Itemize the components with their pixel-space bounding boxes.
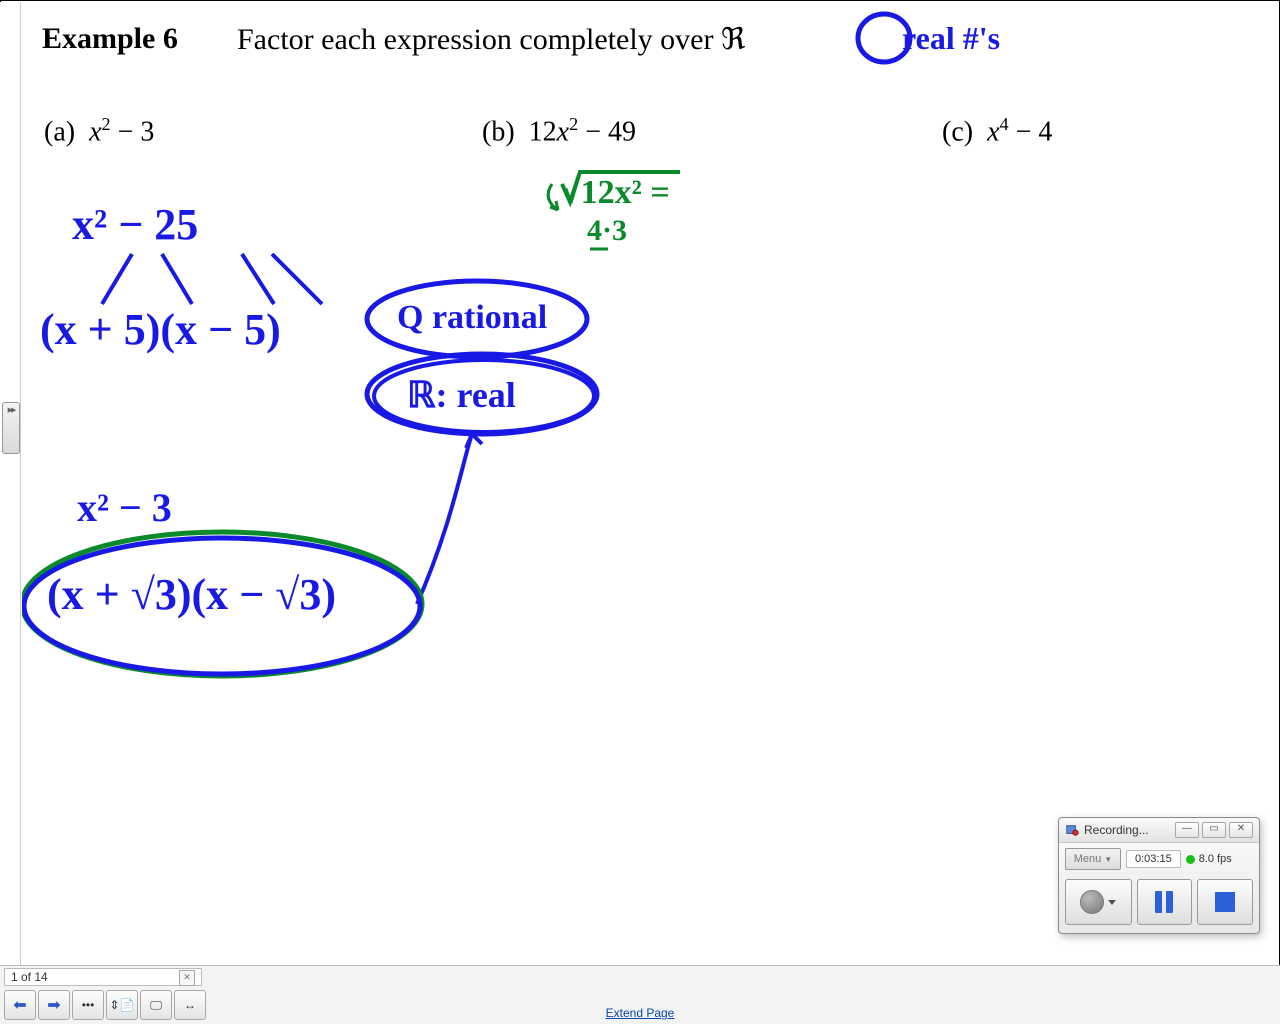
- note-real-numbers: real #'s: [902, 20, 1000, 57]
- hand-r-real: ℝ: real: [407, 374, 516, 416]
- page-counter: 1 of 14 ✕: [4, 968, 202, 986]
- recording-fps: 8.0 fps: [1186, 853, 1232, 865]
- problem-c: (c) x4 − 4: [942, 114, 1052, 148]
- pause-button[interactable]: [1137, 879, 1193, 925]
- hand-x2-3: x² − 3: [77, 484, 172, 531]
- recording-time: 0:03:15: [1126, 850, 1181, 868]
- problem-a-label: (a): [44, 116, 75, 147]
- hand-x2-25: x² − 25: [72, 199, 198, 250]
- problem-b-label: (b): [482, 116, 515, 147]
- nav-prev-button[interactable]: ⬅: [4, 990, 36, 1020]
- recording-controls: [1059, 875, 1259, 933]
- recording-status-row: Menu ▼ 0:03:15 8.0 fps: [1059, 843, 1259, 875]
- record-button[interactable]: [1065, 879, 1132, 925]
- stop-icon: [1215, 892, 1235, 912]
- record-icon: [1080, 890, 1104, 914]
- domain-symbol: ℜ: [721, 25, 745, 57]
- hand-factored-25: (x + 5)(x − 5): [40, 304, 281, 355]
- recording-widget[interactable]: Recording... — ▭ ✕ Menu ▼ 0:03:15 8.0 fp…: [1058, 817, 1260, 934]
- nav-more-button[interactable]: •••: [72, 990, 104, 1020]
- recording-menu-label: Menu: [1074, 853, 1102, 865]
- nav-buttons: ⬅ ➡ ••• ⇕📄 🖵 ↔: [4, 990, 206, 1020]
- minimize-button[interactable]: —: [1175, 822, 1199, 838]
- stop-button[interactable]: [1197, 879, 1253, 925]
- problem-b: (b) 12x2 − 49: [482, 114, 636, 148]
- pause-icon: [1155, 891, 1173, 913]
- nav-fitpage-button[interactable]: ⇕📄: [106, 990, 138, 1020]
- example-label: Example 6: [42, 22, 178, 56]
- nav-fullscreen-button[interactable]: 🖵: [140, 990, 172, 1020]
- nav-next-button[interactable]: ➡: [38, 990, 70, 1020]
- hand-green-bot: 4·3: [587, 214, 627, 248]
- extend-page-link[interactable]: Extend Page: [606, 1006, 675, 1020]
- nav-width-button[interactable]: ↔: [174, 990, 206, 1020]
- hand-factored-3: (x + √3)(x − √3): [47, 569, 336, 620]
- recording-titlebar[interactable]: Recording... — ▭ ✕: [1059, 818, 1259, 843]
- hand-q-rational: Q rational: [397, 299, 547, 337]
- prompt-text: Factor each expression completely over: [237, 23, 713, 56]
- example-prompt: Factor each expression completely over ℜ: [237, 22, 745, 57]
- recording-app-icon: [1065, 823, 1079, 837]
- recording-status-dot-icon: [1186, 855, 1195, 864]
- recording-fps-text: 8.0 fps: [1199, 853, 1232, 865]
- close-button[interactable]: ✕: [1229, 822, 1253, 838]
- side-tab-handle[interactable]: [2, 402, 20, 454]
- record-dropdown-icon: [1108, 900, 1116, 905]
- recording-title-text: Recording...: [1084, 823, 1172, 837]
- problem-c-label: (c): [942, 116, 973, 147]
- problem-a: (a) x2 − 3: [44, 114, 154, 148]
- side-tab: [0, 2, 21, 966]
- recording-menu-dropdown[interactable]: Menu ▼: [1065, 848, 1121, 870]
- hand-green-top: √12x² =: [562, 174, 670, 212]
- page-counter-close-icon[interactable]: ✕: [179, 970, 195, 986]
- maximize-button[interactable]: ▭: [1202, 822, 1226, 838]
- page-counter-text: 1 of 14: [11, 970, 48, 984]
- bottom-toolbar: 1 of 14 ✕ ⬅ ➡ ••• ⇕📄 🖵 ↔ Extend Page: [0, 965, 1280, 1024]
